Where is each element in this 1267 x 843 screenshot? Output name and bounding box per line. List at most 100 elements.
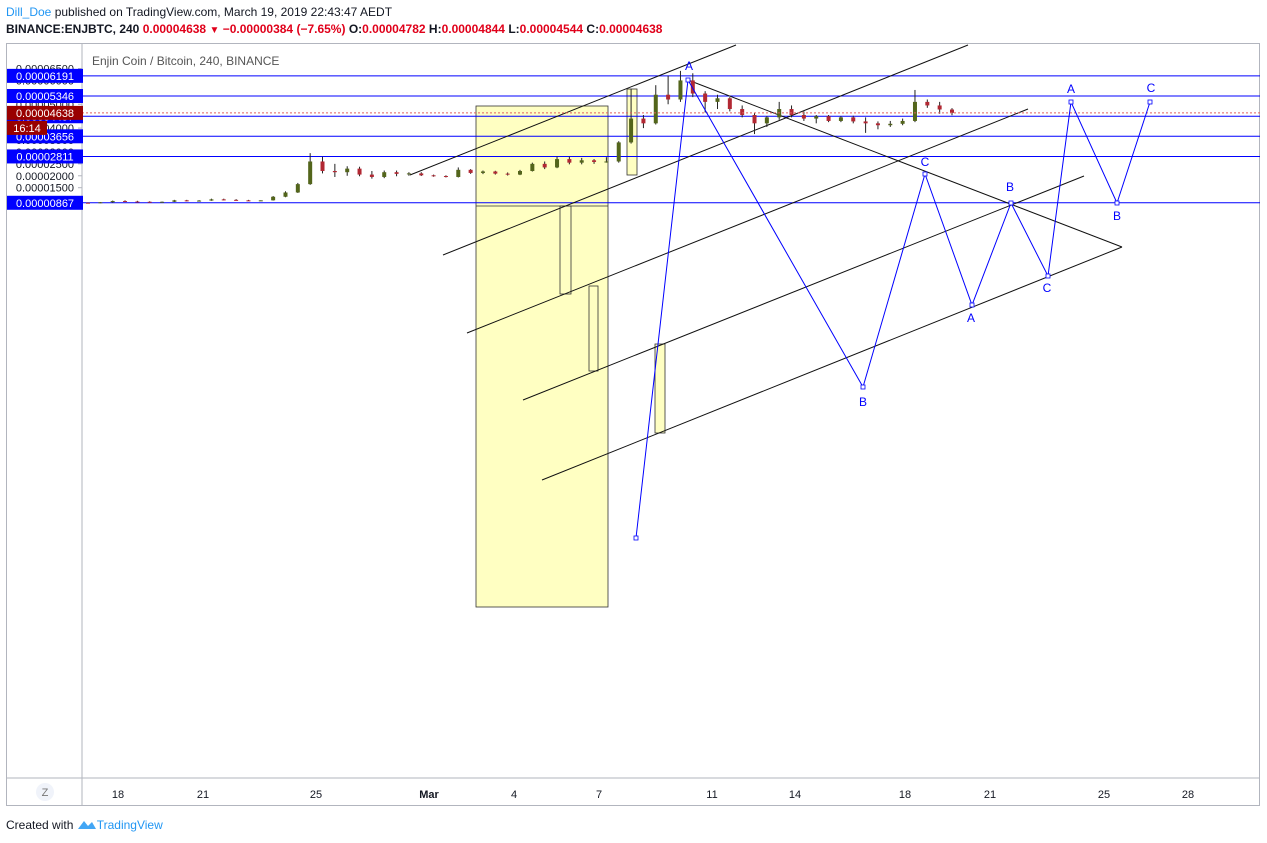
- wave-label: C: [1043, 281, 1052, 295]
- wave-node[interactable]: [860, 384, 866, 390]
- high-label: H:: [428, 22, 442, 36]
- candle-body: [431, 175, 436, 177]
- channel-line[interactable]: [541, 246, 1123, 481]
- footer: Created with TradingView: [6, 818, 163, 832]
- candle-body: [308, 161, 313, 185]
- channel-line[interactable]: [442, 44, 969, 256]
- candle-body: [703, 93, 708, 102]
- wave-node[interactable]: [1068, 99, 1074, 105]
- publish-info: published on TradingView.com, March 19, …: [54, 5, 393, 19]
- candle-body: [234, 199, 239, 201]
- wave-node[interactable]: [633, 535, 639, 541]
- level-price-tag: [7, 89, 83, 104]
- symbol-label: BINANCE:ENJBTC, 240: [6, 22, 140, 36]
- zoom-reset-button[interactable]: [36, 783, 54, 801]
- level-price-label: 0.00005346: [16, 91, 74, 103]
- candle-body: [493, 171, 498, 174]
- wave-path[interactable]: [635, 78, 1151, 539]
- candle-body: [246, 200, 251, 202]
- channel-line[interactable]: [466, 108, 1029, 334]
- candle-body: [888, 123, 893, 126]
- level-price-label: 0.00006191: [16, 71, 74, 83]
- channel-line[interactable]: [687, 79, 1123, 248]
- candle-body: [530, 163, 535, 172]
- candle-body: [160, 201, 165, 203]
- chart-header: Dill_Doe published on TradingView.com, M…: [6, 4, 662, 39]
- y-tick-label: 0.00002000: [16, 171, 74, 183]
- wave-node[interactable]: [922, 171, 928, 177]
- ohlc-line: BINANCE:ENJBTC, 240 0.00004638 ▼ −0.0000…: [6, 21, 662, 39]
- last-price: 0.00004638: [142, 22, 207, 36]
- candle-body: [740, 109, 745, 115]
- wave-node[interactable]: [1114, 200, 1120, 206]
- candle-body: [518, 171, 522, 175]
- countdown-tag: [7, 120, 47, 135]
- high-value: 0.00004844: [441, 22, 505, 36]
- candle-body: [110, 201, 115, 203]
- candle-body: [505, 173, 510, 175]
- candle-body: [135, 201, 140, 203]
- candle-body: [604, 161, 609, 163]
- highlight-box[interactable]: [559, 205, 572, 295]
- candle-body: [320, 161, 325, 172]
- candle-body: [789, 109, 794, 115]
- x-tick-label: 7: [596, 789, 602, 801]
- candle-body: [727, 98, 732, 110]
- last-price-tag: [7, 105, 83, 120]
- x-tick-label: Mar: [419, 789, 439, 801]
- channel-line[interactable]: [522, 175, 1085, 401]
- highlight-box[interactable]: [588, 285, 599, 372]
- candle-body: [86, 202, 90, 204]
- candle-body: [666, 94, 671, 100]
- wave-node[interactable]: [685, 77, 691, 83]
- candle-body: [443, 176, 448, 178]
- candle-body: [653, 94, 658, 124]
- wave-node[interactable]: [1147, 99, 1153, 105]
- channel-line[interactable]: [409, 44, 737, 176]
- candle-body: [345, 168, 350, 173]
- candle-body: [147, 201, 152, 203]
- candle-body: [801, 114, 806, 119]
- candle-body: [468, 169, 473, 173]
- wave-label: A: [685, 59, 693, 73]
- zoom-reset-label: Z: [42, 787, 49, 799]
- low-value: 0.00004544: [519, 22, 584, 36]
- wave-node[interactable]: [969, 302, 975, 308]
- wave-node[interactable]: [1045, 273, 1051, 279]
- x-tick-label: 28: [1182, 789, 1194, 801]
- wave-node[interactable]: [1008, 200, 1014, 206]
- candle-body: [752, 114, 757, 124]
- candle-body: [875, 123, 880, 126]
- candle-body: [283, 192, 288, 197]
- candle-body: [616, 142, 621, 162]
- candle-body: [357, 168, 362, 175]
- candle-body: [221, 199, 226, 201]
- x-tick-label: 21: [984, 789, 996, 801]
- x-tick-label: 11: [706, 789, 717, 801]
- candle-body: [838, 117, 843, 121]
- highlight-box[interactable]: [475, 105, 609, 608]
- y-tick-label: 0.00001500: [16, 183, 74, 195]
- candle-body: [592, 160, 597, 162]
- wave-label: B: [859, 395, 867, 409]
- tradingview-logo-icon: [77, 821, 96, 829]
- candle-body: [382, 172, 387, 177]
- candle-body: [271, 196, 276, 201]
- tradingview-brand[interactable]: TradingView: [96, 818, 163, 832]
- candle-body: [678, 80, 683, 100]
- candle-body: [900, 120, 905, 124]
- candle-body: [258, 200, 263, 202]
- low-label: L:: [508, 22, 520, 36]
- candle-body: [197, 200, 202, 202]
- close-label: C:: [586, 22, 600, 36]
- author-link[interactable]: Dill_Doe: [6, 5, 52, 19]
- chart-frame[interactable]: [6, 43, 1260, 806]
- candle-body: [295, 184, 300, 193]
- close-value: 0.00004638: [599, 22, 663, 36]
- candle-body: [937, 105, 942, 110]
- publish-line: Dill_Doe published on TradingView.com, M…: [6, 4, 662, 21]
- wave-label: B: [1006, 180, 1014, 194]
- wave-label: B: [1113, 209, 1121, 223]
- candle-body: [369, 174, 374, 177]
